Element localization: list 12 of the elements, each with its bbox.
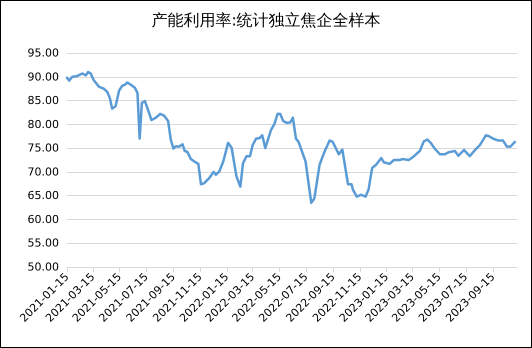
y-tick-label: 75.00 [28,142,59,155]
y-tick-label: 50.00 [28,260,59,274]
y-tick-label: 95.00 [28,46,59,60]
y-tick-label: 85.00 [28,94,59,108]
y-tick-label: 80.00 [28,118,59,131]
y-tick-label: 55.00 [28,236,59,250]
chart-title: 产能利用率:统计独立焦企全样本 [151,10,381,30]
y-tick-label: 65.00 [28,189,59,202]
y-tick-label: 60.00 [28,212,59,226]
y-tick-label: 70.00 [28,165,59,178]
line-series [66,70,516,204]
y-tick-label: 90.00 [28,70,59,84]
